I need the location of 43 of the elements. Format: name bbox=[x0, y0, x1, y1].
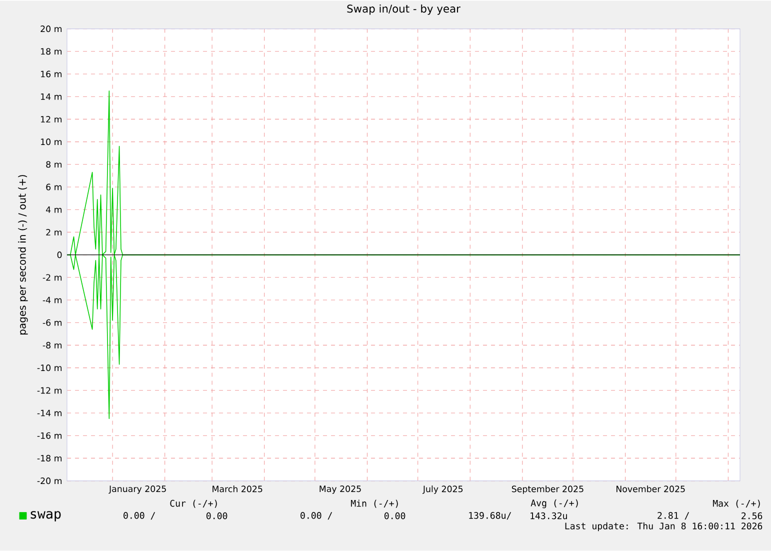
y-tick-label: -6 m bbox=[42, 319, 62, 326]
x-tick-label: March 2025 bbox=[212, 486, 262, 492]
text: Min (-/+) bbox=[350, 500, 398, 508]
y-tick-label: -16 m bbox=[37, 432, 62, 439]
text: 0.00 bbox=[384, 512, 406, 520]
text: Max (-/+) bbox=[712, 500, 760, 508]
y-axis-title: pages per second in (-) / out (+) bbox=[18, 175, 28, 335]
y-tick-label: -18 m bbox=[37, 455, 62, 462]
x-tick-label: July 2025 bbox=[422, 486, 463, 494]
y-tick-label: -12 m bbox=[37, 387, 62, 394]
y-tick-label: 6 m bbox=[46, 184, 62, 190]
x-tick-label: May 2025 bbox=[320, 486, 361, 494]
text: 143.32u bbox=[530, 512, 567, 520]
legend-label: swap bbox=[30, 511, 61, 522]
y-tick-label: 2 m bbox=[46, 229, 62, 236]
text: 0.00 / bbox=[300, 512, 332, 520]
text: Last update: Thu Jan 8 16:00:11 2026 bbox=[565, 522, 762, 532]
text: 2.56 bbox=[742, 512, 762, 520]
y-tick-label: 8 m bbox=[46, 161, 62, 168]
text: Avg (-/+) bbox=[530, 499, 578, 508]
y-tick-label: -14 m bbox=[37, 410, 62, 416]
y-tick-label: 0 bbox=[57, 252, 62, 258]
y-tick-label: -8 m bbox=[42, 342, 62, 349]
x-tick-label: November 2025 bbox=[616, 486, 685, 492]
y-tick-label: 4 m bbox=[46, 206, 62, 213]
text: 2.81 / bbox=[658, 512, 690, 520]
y-tick-label: 10 m bbox=[41, 138, 62, 146]
x-tick-label: January 2025 bbox=[108, 486, 166, 494]
y-tick-label: -4 m bbox=[42, 296, 62, 304]
y-tick-label: 12 m bbox=[41, 116, 62, 123]
text: 139.68u/ bbox=[469, 512, 512, 520]
x-tick-label: September 2025 bbox=[512, 486, 584, 494]
y-tick-label: 20 m bbox=[40, 26, 62, 32]
text: 0.00 / bbox=[124, 512, 156, 520]
y-tick-label: 16 m bbox=[41, 70, 62, 78]
y-tick-label: 18 m bbox=[41, 48, 62, 55]
y-tick-label: 14 m bbox=[41, 94, 62, 100]
chart-title: Swap in/out - by year bbox=[347, 4, 460, 15]
y-tick-label: -10 m bbox=[37, 364, 62, 372]
y-tick-label: -20 m bbox=[37, 478, 62, 484]
text: 0.00 bbox=[206, 512, 228, 520]
text: Cur (-/+) bbox=[170, 500, 217, 508]
y-tick-label: -2 m bbox=[42, 274, 62, 281]
